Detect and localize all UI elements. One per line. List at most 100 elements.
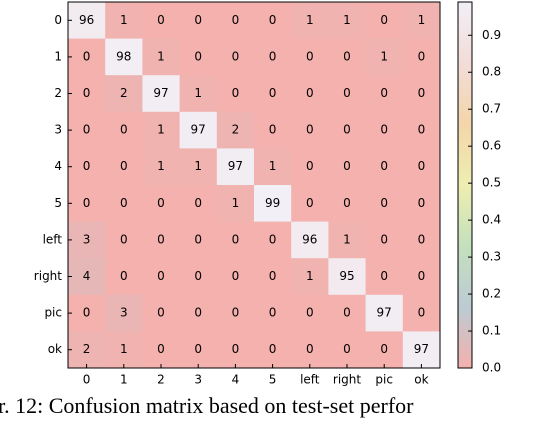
cell-label: 99	[265, 196, 280, 210]
cell-label: 98	[116, 49, 131, 63]
cell	[105, 294, 143, 332]
cell-label: 1	[157, 159, 165, 173]
cell-label: 0	[194, 342, 202, 356]
cell	[216, 294, 255, 332]
cell	[105, 148, 143, 186]
cell-label: 0	[83, 159, 91, 173]
cell-label: 0	[306, 123, 314, 137]
cell-label: 1	[306, 13, 314, 27]
cell-label: 0	[380, 269, 388, 283]
cell-label: 0	[380, 232, 388, 246]
cell	[254, 185, 292, 223]
x-tick-label: right	[333, 373, 361, 387]
cell-label: 97	[377, 306, 392, 320]
cell-label: 0	[83, 306, 91, 320]
cell-label: 0	[194, 232, 202, 246]
y-tick-label: right	[34, 269, 62, 283]
cell	[291, 38, 329, 76]
colorbar-tick-label: 0.9	[482, 28, 501, 42]
cell	[105, 331, 143, 369]
cell	[68, 2, 106, 40]
cell-label: 0	[157, 269, 165, 283]
cell-label: 0	[343, 123, 351, 137]
cell	[179, 2, 218, 40]
x-tick-label: 3	[194, 373, 202, 387]
cell	[254, 2, 292, 40]
cell	[68, 185, 106, 223]
cell-label: 1	[157, 49, 165, 63]
cell	[402, 38, 441, 76]
cell-label: 2	[232, 123, 240, 137]
y-tick-label: 4	[54, 159, 62, 173]
cell-label: 1	[232, 196, 240, 210]
colorbar-tick-label: 0.1	[482, 324, 501, 338]
cell-label: 0	[232, 86, 240, 100]
cell	[328, 294, 367, 332]
cell-label: 0	[157, 342, 165, 356]
cell-label: 0	[418, 232, 426, 246]
colorbar-tick-label: 0.4	[482, 213, 501, 227]
cell	[291, 331, 329, 369]
cell-label: 0	[120, 123, 128, 137]
cell	[179, 75, 218, 113]
cell-label: 0	[120, 196, 128, 210]
cell-label: 0	[343, 49, 351, 63]
x-tick-label: 2	[157, 373, 165, 387]
x-tick-label: ok	[414, 373, 428, 387]
cell-label: 1	[343, 13, 351, 27]
cell-label: 0	[83, 123, 91, 137]
cell	[328, 38, 367, 76]
cell	[105, 75, 143, 113]
cell-label: 0	[232, 342, 240, 356]
cell-label: 0	[306, 159, 314, 173]
cell	[328, 331, 367, 369]
cell-label: 0	[83, 49, 91, 63]
cell-label: 97	[228, 159, 243, 173]
cell	[254, 331, 292, 369]
caption: r. 12: Confusion matrix based on test-se…	[0, 393, 414, 418]
cell-label: 1	[194, 159, 202, 173]
cell	[142, 185, 181, 223]
cell	[179, 185, 218, 223]
cell-label: 0	[269, 232, 277, 246]
cell-label: 3	[120, 306, 128, 320]
cell	[365, 258, 404, 296]
cell-label: 0	[83, 86, 91, 100]
cell	[291, 75, 329, 113]
cell-label: 0	[269, 86, 277, 100]
cell	[365, 111, 404, 149]
cell-label: 0	[380, 196, 388, 210]
y-tick-label: left	[43, 232, 63, 246]
cell-label: 0	[157, 13, 165, 27]
cell-label: 0	[269, 123, 277, 137]
x-tick-label: 0	[83, 373, 91, 387]
cell-label: 0	[418, 269, 426, 283]
cell-label: 2	[83, 342, 91, 356]
cell-label: 0	[269, 269, 277, 283]
cell	[328, 111, 367, 149]
cell	[105, 185, 143, 223]
cell	[142, 38, 181, 76]
cell	[68, 331, 106, 369]
cell	[179, 294, 218, 332]
cell	[105, 38, 143, 76]
cell-label: 0	[306, 49, 314, 63]
cell-label: 0	[306, 86, 314, 100]
cell	[328, 75, 367, 113]
cell-label: 0	[120, 232, 128, 246]
cell	[291, 258, 329, 296]
cell-label: 2	[120, 86, 128, 100]
cell	[402, 148, 441, 186]
cell	[68, 221, 106, 259]
cell	[254, 75, 292, 113]
cell-label: 0	[157, 196, 165, 210]
cell	[254, 111, 292, 149]
cell	[254, 148, 292, 186]
cell	[216, 111, 255, 149]
cell-label: 0	[418, 159, 426, 173]
cell-label: 0	[380, 123, 388, 137]
cell	[68, 38, 106, 76]
cell	[291, 294, 329, 332]
cell-label: 97	[191, 123, 206, 137]
